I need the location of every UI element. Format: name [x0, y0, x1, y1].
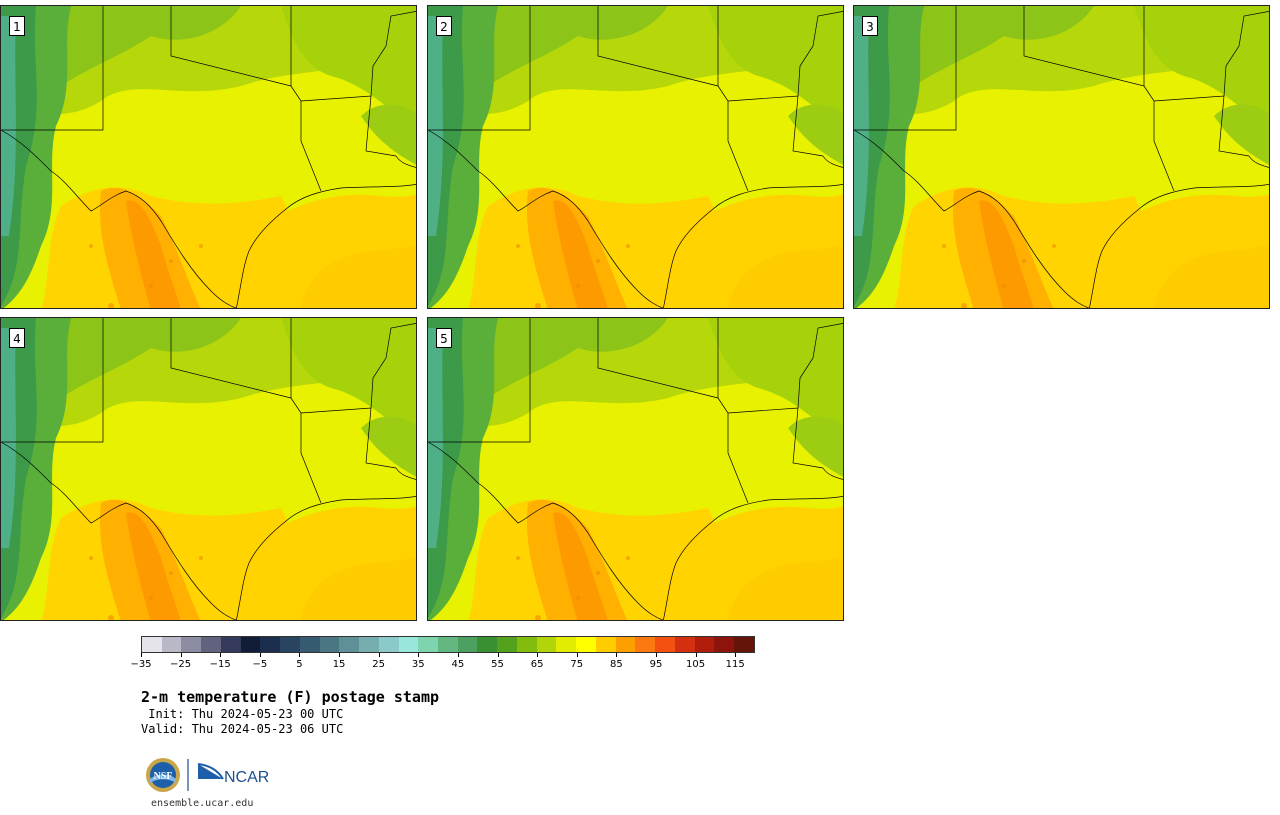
colorbar-tick-label: −15 — [209, 659, 231, 670]
colorbar-segment — [694, 637, 715, 652]
colorbar-tick-label: 25 — [372, 659, 386, 670]
colorbar-segment — [240, 637, 261, 652]
colorbar-segment — [201, 637, 221, 652]
colorbar-segment — [339, 637, 360, 652]
colorbar-segment — [714, 637, 735, 652]
colorbar-segment — [299, 637, 320, 652]
colorbar-tick — [735, 653, 737, 657]
logos: NSF NCAR — [145, 757, 275, 793]
valid-time: Valid: Thu 2024-05-23 06 UTC — [141, 722, 344, 736]
colorbar-segment — [378, 637, 399, 652]
colorbar-segment — [161, 637, 182, 652]
ncar-logo: NCAR — [197, 763, 269, 786]
colorbar-tick — [695, 653, 697, 657]
colorbar-tick — [299, 653, 301, 657]
colorbar-segment — [438, 637, 458, 652]
member-panel-2: 2 — [427, 5, 844, 309]
colorbar-segment — [576, 637, 596, 652]
temperature-map — [428, 318, 843, 620]
colorbar-ticks: −35 −25 −15 −5 5 15 25 35 45 55 65 75 85 95 105 115 — [130, 653, 755, 673]
colorbar-tick — [537, 653, 539, 657]
colorbar-segment — [516, 637, 537, 652]
colorbar-tick — [378, 653, 380, 657]
colorbar-segment — [359, 637, 379, 652]
colorbar-tick — [616, 653, 618, 657]
colorbar-tick-label: 95 — [649, 659, 663, 670]
colorbar-tick-label: 35 — [411, 659, 425, 670]
colorbar-segment — [635, 637, 656, 652]
temperature-map — [1, 318, 416, 620]
colorbar-segment — [674, 637, 695, 652]
website-url: ensemble.ucar.edu — [151, 798, 254, 809]
colorbar-segment — [477, 637, 498, 652]
member-panel-4: 4 — [0, 317, 417, 621]
member-panel-5: 5 — [427, 317, 844, 621]
nsf-logo: NSF — [146, 758, 180, 792]
colorbar-tick-label: 15 — [332, 659, 346, 670]
colorbar-segment — [457, 637, 478, 652]
temperature-map — [1, 6, 416, 308]
init-time: Init: Thu 2024-05-23 00 UTC — [141, 707, 344, 721]
plot-title: 2-m temperature (F) postage stamp — [141, 688, 440, 706]
colorbar-segment — [497, 637, 517, 652]
colorbar-segment — [220, 637, 241, 652]
colorbar-tick — [418, 653, 420, 657]
temperature-map — [854, 6, 1269, 308]
member-panel-1: 1 — [0, 5, 417, 309]
colorbar-segment — [398, 637, 419, 652]
colorbar-tick-label: 115 — [725, 659, 745, 670]
colorbar-tick-label: −35 — [130, 659, 152, 670]
colorbar-tick — [339, 653, 341, 657]
colorbar-tick — [141, 653, 142, 657]
colorbar-segment — [181, 637, 202, 652]
colorbar-segment — [734, 637, 754, 652]
colorbar-segment — [142, 637, 162, 652]
nsf-text: NSF — [154, 771, 173, 782]
colorbar-segment — [655, 637, 675, 652]
colorbar-tick-label: 55 — [491, 659, 504, 670]
colorbar-segment — [418, 637, 439, 652]
colorbar-tick — [576, 653, 578, 657]
panel-label: 3 — [862, 16, 878, 36]
colorbar-tick — [220, 653, 222, 657]
colorbar-tick-label: 105 — [686, 659, 706, 670]
colorbar-tick-label: −5 — [252, 659, 268, 670]
colorbar-segment — [319, 637, 340, 652]
ncar-text: NCAR — [224, 769, 269, 786]
colorbar-tick — [497, 653, 499, 657]
colorbar-tick — [655, 653, 657, 657]
colorbar-tick — [259, 653, 261, 657]
colorbar-tick-label: 75 — [570, 659, 584, 670]
colorbar-tick-label: 45 — [451, 659, 465, 670]
panel-label: 4 — [9, 328, 25, 348]
colorbar-segment — [556, 637, 577, 652]
member-panel-3: 3 — [853, 5, 1270, 309]
colorbar-segment — [595, 637, 616, 652]
colorbar-tick-label: 85 — [609, 659, 623, 670]
colorbar-segment — [615, 637, 636, 652]
panel-label: 1 — [9, 16, 25, 36]
colorbar-tick-label: −25 — [170, 659, 192, 670]
temperature-map — [428, 6, 843, 308]
panel-label: 5 — [436, 328, 452, 348]
colorbar-segment — [280, 637, 300, 652]
colorbar — [141, 636, 755, 653]
colorbar-segment — [260, 637, 281, 652]
panel-label: 2 — [436, 16, 452, 36]
colorbar-tick-label: 5 — [296, 659, 303, 670]
colorbar-segment — [536, 637, 557, 652]
colorbar-tick — [180, 653, 182, 657]
colorbar-tick-label: 65 — [530, 659, 544, 670]
colorbar-tick — [457, 653, 459, 657]
